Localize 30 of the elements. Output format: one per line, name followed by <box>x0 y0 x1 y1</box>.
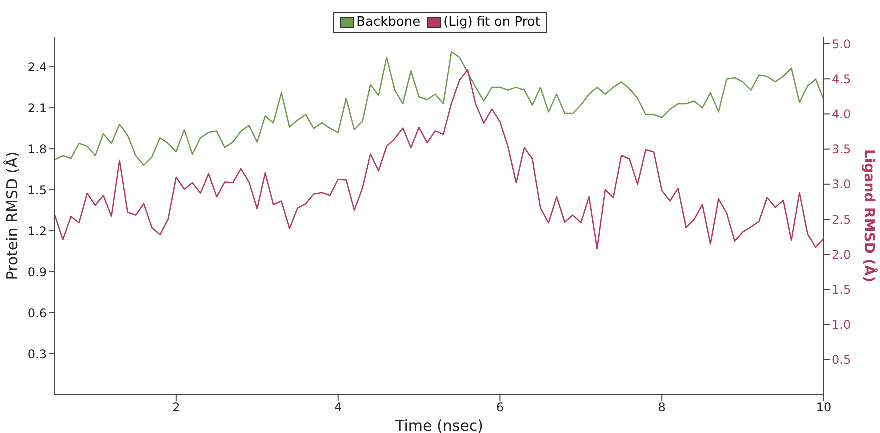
x-tick-label: 10 <box>816 400 832 415</box>
y2-tick-label: 3.0 <box>832 178 852 192</box>
y2-tick-label: 4.0 <box>832 107 852 122</box>
line-series <box>55 69 824 250</box>
y-tick-label: 0.9 <box>28 265 47 280</box>
y2-tick-label: 2.0 <box>832 248 852 262</box>
y-tick-label: 0.6 <box>28 306 47 320</box>
y-tick-label: 1.8 <box>28 142 47 156</box>
y2-tick-label: 1.0 <box>832 318 852 332</box>
y-tick-label: 1.2 <box>28 224 47 238</box>
line-series <box>55 51 824 166</box>
y-tick-label: 1.5 <box>28 183 47 198</box>
y2-tick-label: 2.5 <box>832 212 852 227</box>
x-tick-label: 4 <box>334 400 342 415</box>
legend-label: (Lig) fit on Prot <box>444 15 540 30</box>
y-tick-label: 2.4 <box>28 60 47 74</box>
y2-axis-title: Ligand RMSD (Å) <box>861 150 878 282</box>
x-axis-title: Time (nsec) <box>394 417 484 433</box>
x-tick-label: 8 <box>658 400 666 415</box>
y-axis-title: Protein RMSD (Å) <box>3 152 22 280</box>
y2-tick-label: 5.0 <box>832 37 852 52</box>
y2-tick-label: 1.5 <box>832 282 852 297</box>
y2-tick-label: 0.5 <box>832 353 852 368</box>
x-tick-label: 6 <box>496 400 504 415</box>
y-tick-label: 2.1 <box>28 101 47 116</box>
y-tick-label: 0.3 <box>28 347 47 362</box>
y2-tick-label: 4.5 <box>832 72 852 86</box>
y2-tick-label: 3.5 <box>832 142 852 157</box>
legend-label: Backbone <box>356 15 421 30</box>
x-tick-label: 2 <box>172 400 180 415</box>
